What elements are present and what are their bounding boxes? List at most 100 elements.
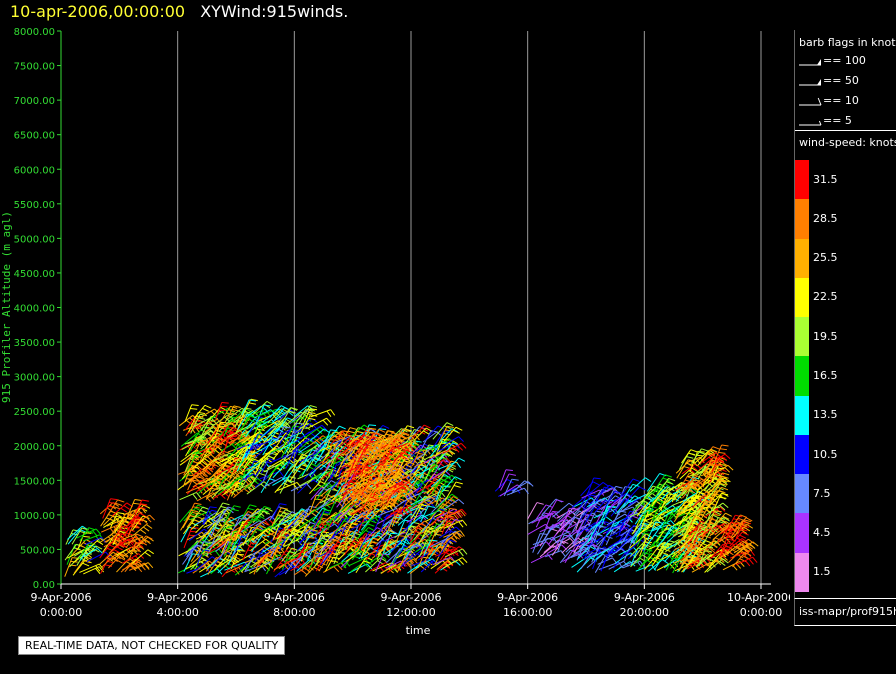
- barb-staff: [248, 509, 263, 519]
- barb-staff: [192, 477, 208, 488]
- barb-staff: [274, 536, 283, 555]
- barb-feather: [123, 505, 130, 510]
- barb-feather: [234, 568, 240, 575]
- barb-feather: [147, 562, 154, 569]
- barb-staff: [183, 553, 194, 572]
- barb-staff: [280, 511, 293, 524]
- barb-staff: [188, 528, 205, 542]
- barb-staff: [112, 502, 128, 517]
- barb-feather: [247, 513, 254, 518]
- barb-feather: [202, 471, 209, 477]
- title-row: 10-apr-2006,00:00:00 XYWind:915winds.: [10, 2, 348, 21]
- barb-staff: [79, 544, 91, 561]
- barb-feather: [202, 553, 209, 558]
- barb-staff: [128, 542, 136, 562]
- barb-feather: [228, 437, 236, 440]
- barb-staff: [199, 447, 211, 465]
- barb-feather: [206, 533, 214, 538]
- barb-staff: [127, 518, 137, 538]
- barb-feather: [264, 506, 271, 510]
- barb-feather: [263, 404, 272, 407]
- wind-barb: [133, 562, 154, 571]
- barb-feather: [145, 516, 152, 523]
- barb-feather: [191, 404, 199, 407]
- barb-staff: [184, 415, 196, 431]
- barb-staff: [84, 536, 102, 546]
- barb-feather: [117, 512, 125, 515]
- barb-staff: [187, 472, 196, 491]
- barb-staff: [182, 519, 195, 535]
- barb-staff: [123, 507, 142, 516]
- barb-staff: [213, 502, 224, 519]
- barb-feather: [144, 563, 150, 570]
- barb-feather: [195, 455, 203, 459]
- barb-staff: [196, 492, 213, 502]
- barb-feather: [265, 556, 272, 563]
- barb-staff: [200, 541, 213, 555]
- barb-staff: [273, 509, 286, 525]
- barb-feather: [370, 541, 379, 544]
- barb-feather: [97, 548, 103, 554]
- barb-staff: [242, 515, 255, 533]
- barb-feather: [220, 405, 228, 408]
- barb-feather: [330, 409, 336, 416]
- barb-feather: [134, 544, 141, 551]
- barb-feather: [133, 502, 141, 505]
- barb-staff: [219, 524, 229, 543]
- barb-staff: [71, 527, 83, 545]
- barb-staff: [243, 525, 259, 538]
- barb-feather: [267, 518, 274, 524]
- barb-staff: [202, 506, 211, 525]
- barb-staff: [273, 531, 283, 549]
- wind-barb: [214, 508, 231, 530]
- barb-staff: [250, 521, 263, 536]
- barb-feather: [223, 529, 231, 533]
- barb-feather: [230, 516, 238, 521]
- barb-feather: [111, 557, 118, 562]
- barb-feather: [200, 509, 208, 514]
- barb-feather: [279, 510, 287, 514]
- barb-staff: [294, 565, 309, 576]
- barb-staff: [301, 506, 311, 523]
- barb-feather: [140, 503, 148, 506]
- barb-feather: [261, 509, 269, 513]
- barb-feather: [449, 545, 457, 549]
- barb-feather: [186, 419, 193, 425]
- barb-staff: [131, 515, 144, 531]
- barb-feather: [117, 532, 125, 536]
- barb-feather: [268, 527, 275, 533]
- barb-staff: [216, 506, 229, 526]
- barb-staff: [264, 556, 281, 566]
- barb-feather: [95, 565, 101, 572]
- barb-feather: [220, 505, 228, 509]
- barb-staff: [179, 441, 195, 451]
- barb-feather: [309, 535, 317, 539]
- wind-barb: [133, 535, 153, 551]
- barb-feather: [226, 527, 234, 530]
- barb-feather: [119, 529, 127, 532]
- barb-feather: [333, 566, 340, 573]
- barb-feather: [314, 498, 322, 501]
- barb-feather: [138, 544, 145, 550]
- barb-feather: [458, 436, 464, 442]
- barb-staff: [204, 526, 215, 542]
- wind-barb: [106, 499, 125, 516]
- barb-feather: [460, 442, 467, 449]
- barb-feather: [446, 520, 454, 523]
- barb-feather: [207, 422, 215, 426]
- barb-staff: [79, 527, 90, 542]
- barb-feather: [134, 547, 142, 553]
- barb-feather: [222, 552, 230, 558]
- barb-feather: [236, 553, 244, 556]
- barb-feather: [211, 509, 219, 513]
- barb-staff: [194, 417, 212, 427]
- barb-feather: [369, 520, 377, 524]
- barb-feather: [92, 548, 100, 553]
- barb-feather: [203, 528, 210, 534]
- barb-staff: [101, 524, 118, 533]
- barb-feather: [458, 457, 466, 462]
- barb-feather: [95, 568, 101, 575]
- barb-staff: [271, 507, 282, 527]
- barb-feather: [294, 565, 301, 572]
- barb-staff: [192, 446, 212, 455]
